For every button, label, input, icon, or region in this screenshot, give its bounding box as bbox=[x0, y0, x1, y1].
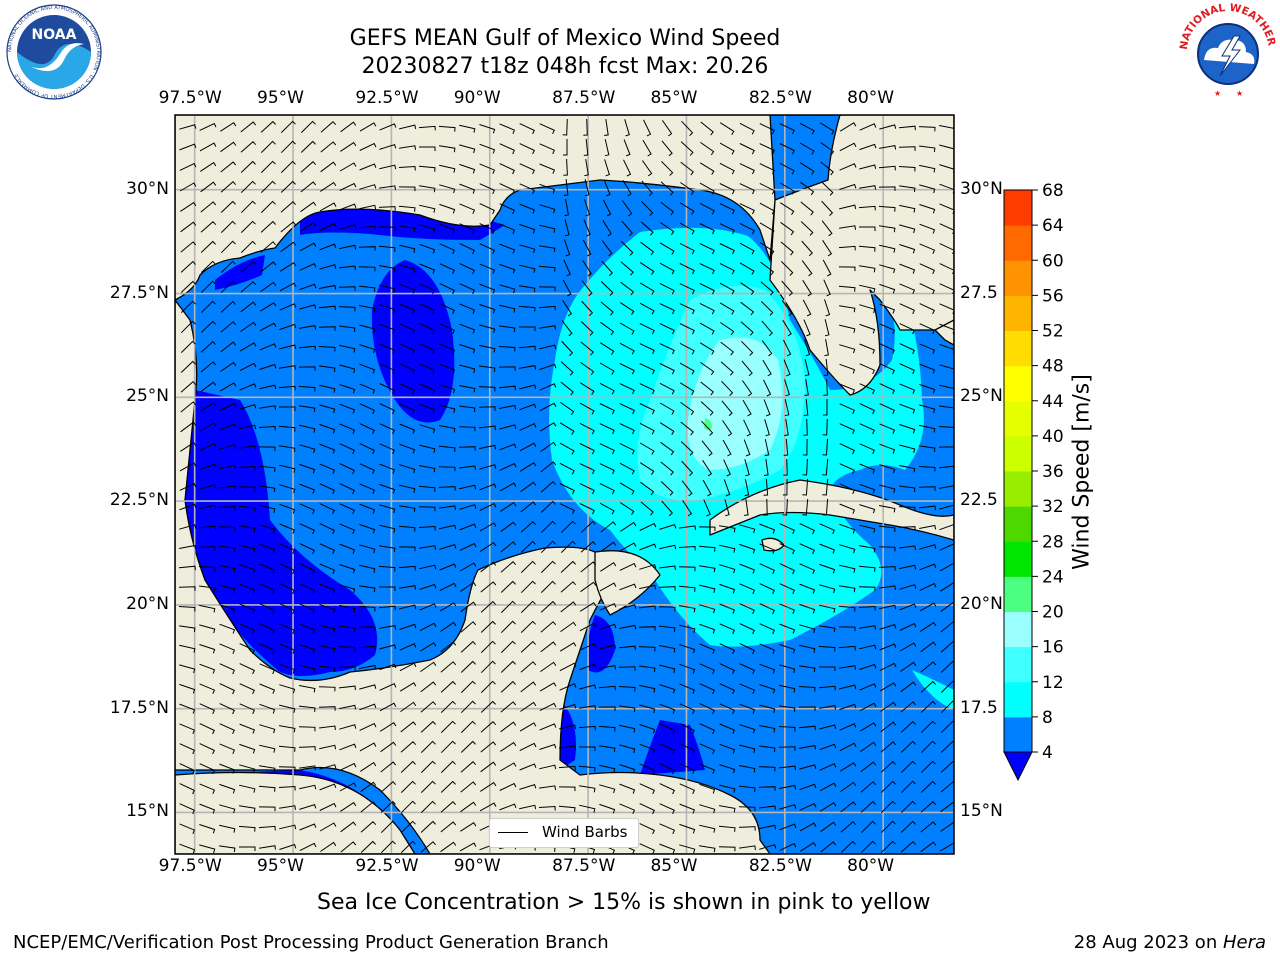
tick-left-label: 27.5°N bbox=[109, 282, 169, 303]
tick-right-label: 22.5 bbox=[960, 490, 998, 511]
wind-under-4-honduras bbox=[640, 720, 705, 775]
map-frame bbox=[174, 114, 955, 855]
noaa-logo: NATIONAL OCEANIC AND ATMOSPHERIC ADMINIS… bbox=[6, 4, 102, 100]
svg-text:★: ★ bbox=[1236, 89, 1243, 98]
tick-right-label: 27.5 bbox=[960, 282, 998, 303]
tick-bottom-label: 97.5°W bbox=[158, 856, 222, 876]
tick-left-label: 15°N bbox=[126, 801, 169, 822]
tick-left-label: 30°N bbox=[126, 178, 169, 199]
tick-top-label: 92.5°W bbox=[355, 88, 419, 108]
tick-left-label: 20°N bbox=[126, 593, 169, 614]
map-legend: Wind Barbs bbox=[489, 818, 639, 848]
tick-bottom-label: 85°W bbox=[650, 856, 698, 876]
land-north-america bbox=[175, 115, 954, 396]
tick-bottom-label: 82.5°W bbox=[748, 856, 812, 876]
tick-top-label: 97.5°W bbox=[158, 88, 222, 108]
tick-top-label: 85°W bbox=[650, 88, 698, 108]
nws-logo: NATIONAL WEATHER SERVICE ★ ★ bbox=[1178, 2, 1278, 99]
tick-top-label: 80°W bbox=[847, 88, 895, 108]
wind-under-4-central bbox=[371, 260, 455, 423]
legend-label: Wind Barbs bbox=[542, 823, 628, 841]
tick-bottom-label: 87.5°W bbox=[552, 856, 616, 876]
wind-barb-legend-line bbox=[498, 832, 528, 833]
tick-left-label: 22.5°N bbox=[109, 490, 169, 511]
land-cuba bbox=[709, 479, 954, 541]
map-title: GEFS MEAN Gulf of Mexico Wind Speed bbox=[349, 26, 781, 51]
tick-right-label: 15°N bbox=[960, 801, 1003, 822]
tick-right-label: 30°N bbox=[960, 178, 1003, 199]
colorbar-label: Wind Speed [m/s] bbox=[1069, 374, 1095, 570]
tick-bottom-label: 95°W bbox=[257, 856, 304, 876]
tick-bottom-label: 90°W bbox=[453, 856, 501, 876]
land-bahamas bbox=[934, 319, 954, 346]
tick-right-label: 25°N bbox=[960, 386, 1003, 407]
tick-right-label: 20°N bbox=[960, 593, 1003, 614]
land-yucatan-interior bbox=[594, 550, 661, 616]
tick-bottom-label: 80°W bbox=[847, 856, 895, 876]
wind-under-4-yucatan bbox=[587, 615, 615, 673]
wind-barbs bbox=[178, 118, 954, 854]
lon-ticks-top: 97.5°W 95°W 92.5°W 90°W 87.5°W 85°W 82.5°W 80°W bbox=[0, 88, 1280, 112]
tick-bottom-label: 92.5°W bbox=[355, 856, 419, 876]
lon-ticks-bottom: 97.5°W 95°W 92.5°W 90°W 87.5°W 85°W 82.5°W 80°W bbox=[0, 856, 1280, 880]
wind-20-24 bbox=[704, 418, 712, 430]
wind-8-12-caribbean bbox=[912, 670, 954, 710]
noaa-logo-text: NOAA bbox=[32, 27, 77, 43]
tick-right-label: 17.5 bbox=[960, 697, 998, 718]
tick-left-label: 25°N bbox=[126, 386, 169, 407]
graticule bbox=[175, 115, 954, 854]
wind-under-4-nw bbox=[215, 255, 265, 290]
map-subtitle-run: 20230827 t18z 048h fcst Max: 20.26 bbox=[361, 54, 769, 79]
footer-date: 28 Aug 2023 on Hera bbox=[1073, 932, 1266, 953]
tick-top-label: 90°W bbox=[453, 88, 501, 108]
svg-text:★: ★ bbox=[1214, 89, 1221, 98]
tick-top-label: 87.5°W bbox=[552, 88, 616, 108]
footer-credit: NCEP/EMC/Verification Post Processing Pr… bbox=[13, 932, 609, 953]
tick-top-label: 95°W bbox=[257, 88, 304, 108]
tick-top-label: 82.5°W bbox=[748, 88, 812, 108]
tick-left-label: 17.5°N bbox=[109, 697, 169, 718]
land bbox=[175, 115, 954, 854]
